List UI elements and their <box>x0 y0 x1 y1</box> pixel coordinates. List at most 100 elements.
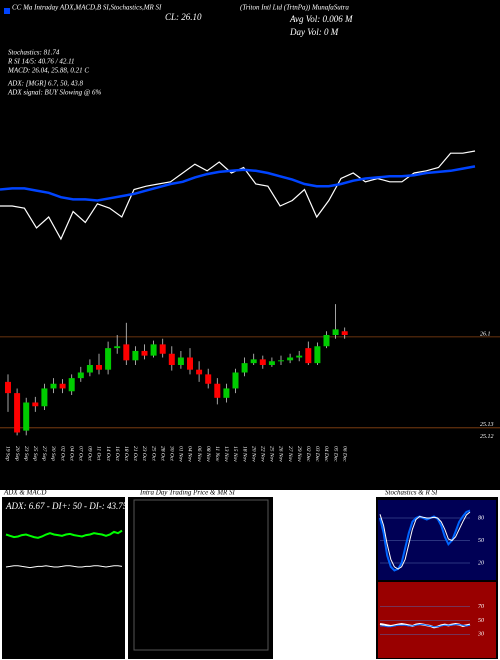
x-tick-label: 15 Nov <box>232 446 238 462</box>
x-tick-label: 04 Nov <box>187 446 194 462</box>
x-tick-label: 13 Nov <box>223 446 229 462</box>
candle-body <box>177 357 184 365</box>
candle-body <box>196 369 203 375</box>
close-label: CL: 26.10 <box>165 12 202 22</box>
day-vol: Day Vol: 0 M <box>289 27 339 37</box>
x-tick-label: 20 Nov <box>250 446 256 462</box>
panel-title: Intra Day Trading Price & MR SI <box>139 489 236 497</box>
x-tick-label: 04 Dec <box>323 446 330 462</box>
x-tick-label: 27 Nov <box>287 446 293 462</box>
header: CC Ma Intraday ADX,MACD,B SI,Stochastics… <box>12 4 162 12</box>
candle-body <box>132 350 139 361</box>
x-tick-label: 23 Oct <box>141 446 147 461</box>
x-tick-label: 29 Nov <box>296 446 302 462</box>
candle-body <box>296 355 303 358</box>
line <box>379 509 471 572</box>
candle-body <box>77 372 84 379</box>
x-tick-label: 02 Oct <box>59 446 65 461</box>
x-tick-label: 25 Oct <box>150 446 156 461</box>
y-tick-label: 30 <box>477 632 484 638</box>
candle-body <box>5 381 11 394</box>
candle-body <box>50 383 57 389</box>
legend-line: MACD: 26.04, 25.88, 0.21 C <box>7 67 89 75</box>
candle-body <box>332 329 339 335</box>
candle-body <box>159 344 166 354</box>
y-tick-label: 26.1 <box>480 331 491 337</box>
candle-body <box>105 348 112 370</box>
candle-body <box>187 357 193 370</box>
candle-body <box>278 360 284 362</box>
candle-body <box>223 388 230 398</box>
candle-body <box>114 346 121 349</box>
legend-swatch <box>4 8 10 14</box>
y-tick-label: 25.13 <box>480 422 494 428</box>
x-tick-label: 28 Oct <box>159 446 165 461</box>
x-tick-label: 30 Sep <box>50 445 56 461</box>
candle-body <box>41 388 48 407</box>
candle-body <box>232 372 239 389</box>
x-tick-label: 03 Dec <box>314 446 320 462</box>
x-tick-label: 22 Nov <box>260 446 266 462</box>
x-tick-label: 20 Sep <box>14 446 20 461</box>
x-tick-label: 19 Sep <box>5 446 11 461</box>
x-tick-label: 09 Oct <box>87 446 93 461</box>
line <box>379 511 471 570</box>
y-tick-label: 25.12 <box>480 434 494 440</box>
x-tick-label: 02 Dec <box>305 446 311 462</box>
avg-vol: Avg Vol: 0.006 M <box>289 14 353 24</box>
candle-body <box>214 383 221 398</box>
x-tick-label: 08 Nov <box>205 446 211 462</box>
candle-body <box>287 357 294 361</box>
x-tick-label: 06 Dec <box>341 446 347 462</box>
line <box>5 565 123 569</box>
x-tick-label: 26 Nov <box>278 446 284 462</box>
legend-line: ADX: [MGR] 6.7, 50, 43.8 <box>7 80 84 88</box>
y-tick-label: 80 <box>478 515 484 521</box>
x-tick-label: 25 Sep <box>32 446 38 461</box>
x-tick-label: 06 Nov <box>196 446 202 462</box>
x-tick-label: 18 Oct <box>123 446 129 461</box>
title: (Triton Intl Ltd (TrtnPa)) MunafaSutra <box>240 4 349 12</box>
candle-body <box>123 344 130 361</box>
stoch-bg <box>378 500 496 580</box>
rsi-bg <box>378 582 496 658</box>
candle-body <box>250 359 257 364</box>
panel-title: Stochastics & R SI <box>385 489 438 497</box>
x-tick-label: 30 Oct <box>169 445 175 461</box>
x-tick-label: 04 Oct <box>68 446 75 461</box>
x-tick-label: 23 Sep <box>23 446 29 461</box>
candle-body <box>314 346 321 364</box>
adx-panel <box>2 497 125 659</box>
legend-line: R SI 14/5: 40.76 / 42.11 <box>7 58 75 66</box>
line <box>380 624 471 628</box>
candle-body <box>86 365 93 373</box>
candle-body <box>59 383 66 389</box>
y-tick-label: 70 <box>478 604 484 610</box>
candle-body <box>305 348 312 364</box>
candle-body <box>23 402 30 431</box>
candle-body <box>32 402 39 407</box>
candle-body <box>268 361 275 365</box>
y-tick-label: 20 <box>478 560 484 566</box>
candle-body <box>205 374 212 384</box>
candle-body <box>241 363 248 373</box>
x-tick-label: 07 Oct <box>78 446 84 461</box>
x-tick-label: 27 Sep <box>41 446 47 461</box>
x-tick-label: 11 Oct <box>96 446 102 461</box>
x-tick-label: 05 Dec <box>332 446 338 462</box>
panel-title: ADX & MACD <box>3 489 46 497</box>
legend-line: ADX signal: BUY Slowing @ 6% <box>7 89 102 97</box>
panel-subtitle: ADX: 6.67 - DI+: 50 - DI-: 43.75 <box>5 501 128 511</box>
y-tick-label: 50 <box>478 538 484 544</box>
line <box>0 165 476 202</box>
candle-body <box>168 353 175 365</box>
intraday-frame <box>133 499 269 651</box>
x-tick-label: 18 Nov <box>241 446 247 462</box>
y-tick-label: 50 <box>478 618 484 624</box>
x-tick-label: 21 Oct <box>132 446 138 461</box>
candle-body <box>323 335 330 347</box>
x-tick-label: 16 Oct <box>114 446 120 461</box>
candle-body <box>259 359 266 365</box>
candle-body <box>341 331 348 335</box>
